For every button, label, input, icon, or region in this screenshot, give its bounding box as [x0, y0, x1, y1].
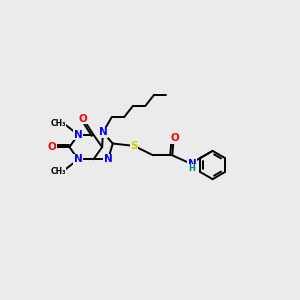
Text: H: H: [189, 164, 195, 173]
Text: N: N: [188, 158, 196, 169]
Text: S: S: [130, 141, 138, 151]
Text: N: N: [104, 154, 112, 164]
Text: N: N: [74, 154, 82, 164]
Text: CH₃: CH₃: [50, 118, 66, 127]
Text: O: O: [47, 142, 56, 152]
Text: N: N: [74, 130, 82, 140]
Text: O: O: [79, 114, 88, 124]
Text: N: N: [98, 128, 107, 137]
Text: O: O: [171, 133, 180, 143]
Text: CH₃: CH₃: [50, 167, 66, 176]
